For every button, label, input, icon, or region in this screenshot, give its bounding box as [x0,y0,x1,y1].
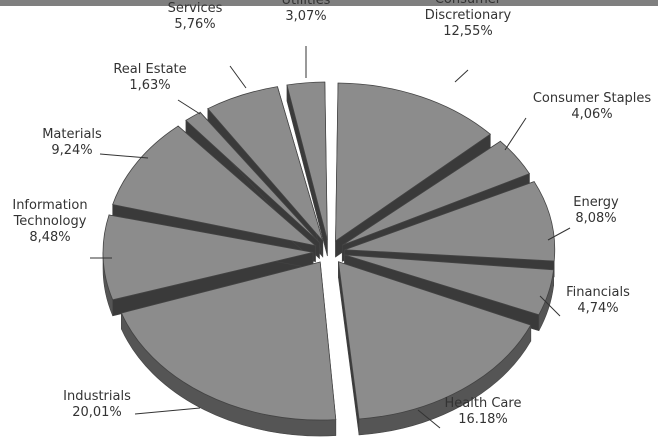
slice-communication-services-top [207,86,324,242]
pie-slices [102,81,556,437]
slice-industrials-top [120,261,337,421]
label-communication-services-leader [229,65,247,89]
label-communication-services-name: Services [168,1,223,16]
label-consumer-discretionary-value: 12,55% [443,24,493,39]
slice-labels: ConsumerDiscretionary12,55% Consumer Stap… [12,0,652,429]
slice-real-estate [185,111,320,260]
label-consumer-discretionary-name: Discretionary [425,8,512,23]
label-financials-leader [539,295,561,317]
label-consumer-staples-value: 4,06% [571,107,612,122]
slice-real-estate-top [185,111,320,243]
label-real-estate-leader [177,99,201,115]
label-health-care-value: 16.18% [458,412,508,427]
slice-financials-top [344,254,555,316]
label-utilities-value: 3,07% [285,9,326,24]
label-health-care-name: Health Care [445,396,522,411]
slice-energy-top [344,181,556,262]
label-consumer-staples-name: Consumer Staples [533,91,652,106]
label-financials-value: 4,74% [577,301,618,316]
slice-information-technology [102,214,314,317]
slice-health-care [337,261,532,436]
label-financials-name: Financials [566,285,630,300]
slice-consumer-discretionary-top [335,82,491,242]
label-materials-leader [99,153,149,159]
label-information-technology-value: 8,48% [29,230,70,245]
label-industrials-leader [134,407,201,415]
label-health-care-leader [417,409,441,429]
label-energy-name: Energy [573,195,619,210]
label-industrials-name: Industrials [63,389,131,404]
slice-materials-top [112,125,317,247]
label-utilities-name: Utilities [282,0,331,8]
label-materials-value: 9,24% [51,143,92,158]
slice-industrials [120,261,337,437]
label-real-estate-name: Real Estate [113,62,186,77]
label-industrials-value: 20,01% [72,405,122,420]
slice-health-care-top [337,261,532,420]
label-consumer-staples-leader [504,117,527,151]
label-materials-name: Materials [42,127,102,142]
label-energy-value: 8,08% [575,211,616,226]
slice-consumer-staples-top [342,140,531,246]
slice-utilities [286,81,328,257]
label-energy-leader [547,227,571,241]
label-information-technology-name: Information [12,198,87,213]
label-information-technology-name: Technology [13,214,87,229]
label-communication-services-value: 5,76% [174,17,215,32]
top-banner [0,0,658,6]
slice-utilities-top [286,81,328,241]
label-consumer-discretionary-name: Consumer [435,0,502,7]
label-consumer-discretionary-leader [454,69,469,83]
label-real-estate-value: 1,63% [129,78,170,93]
